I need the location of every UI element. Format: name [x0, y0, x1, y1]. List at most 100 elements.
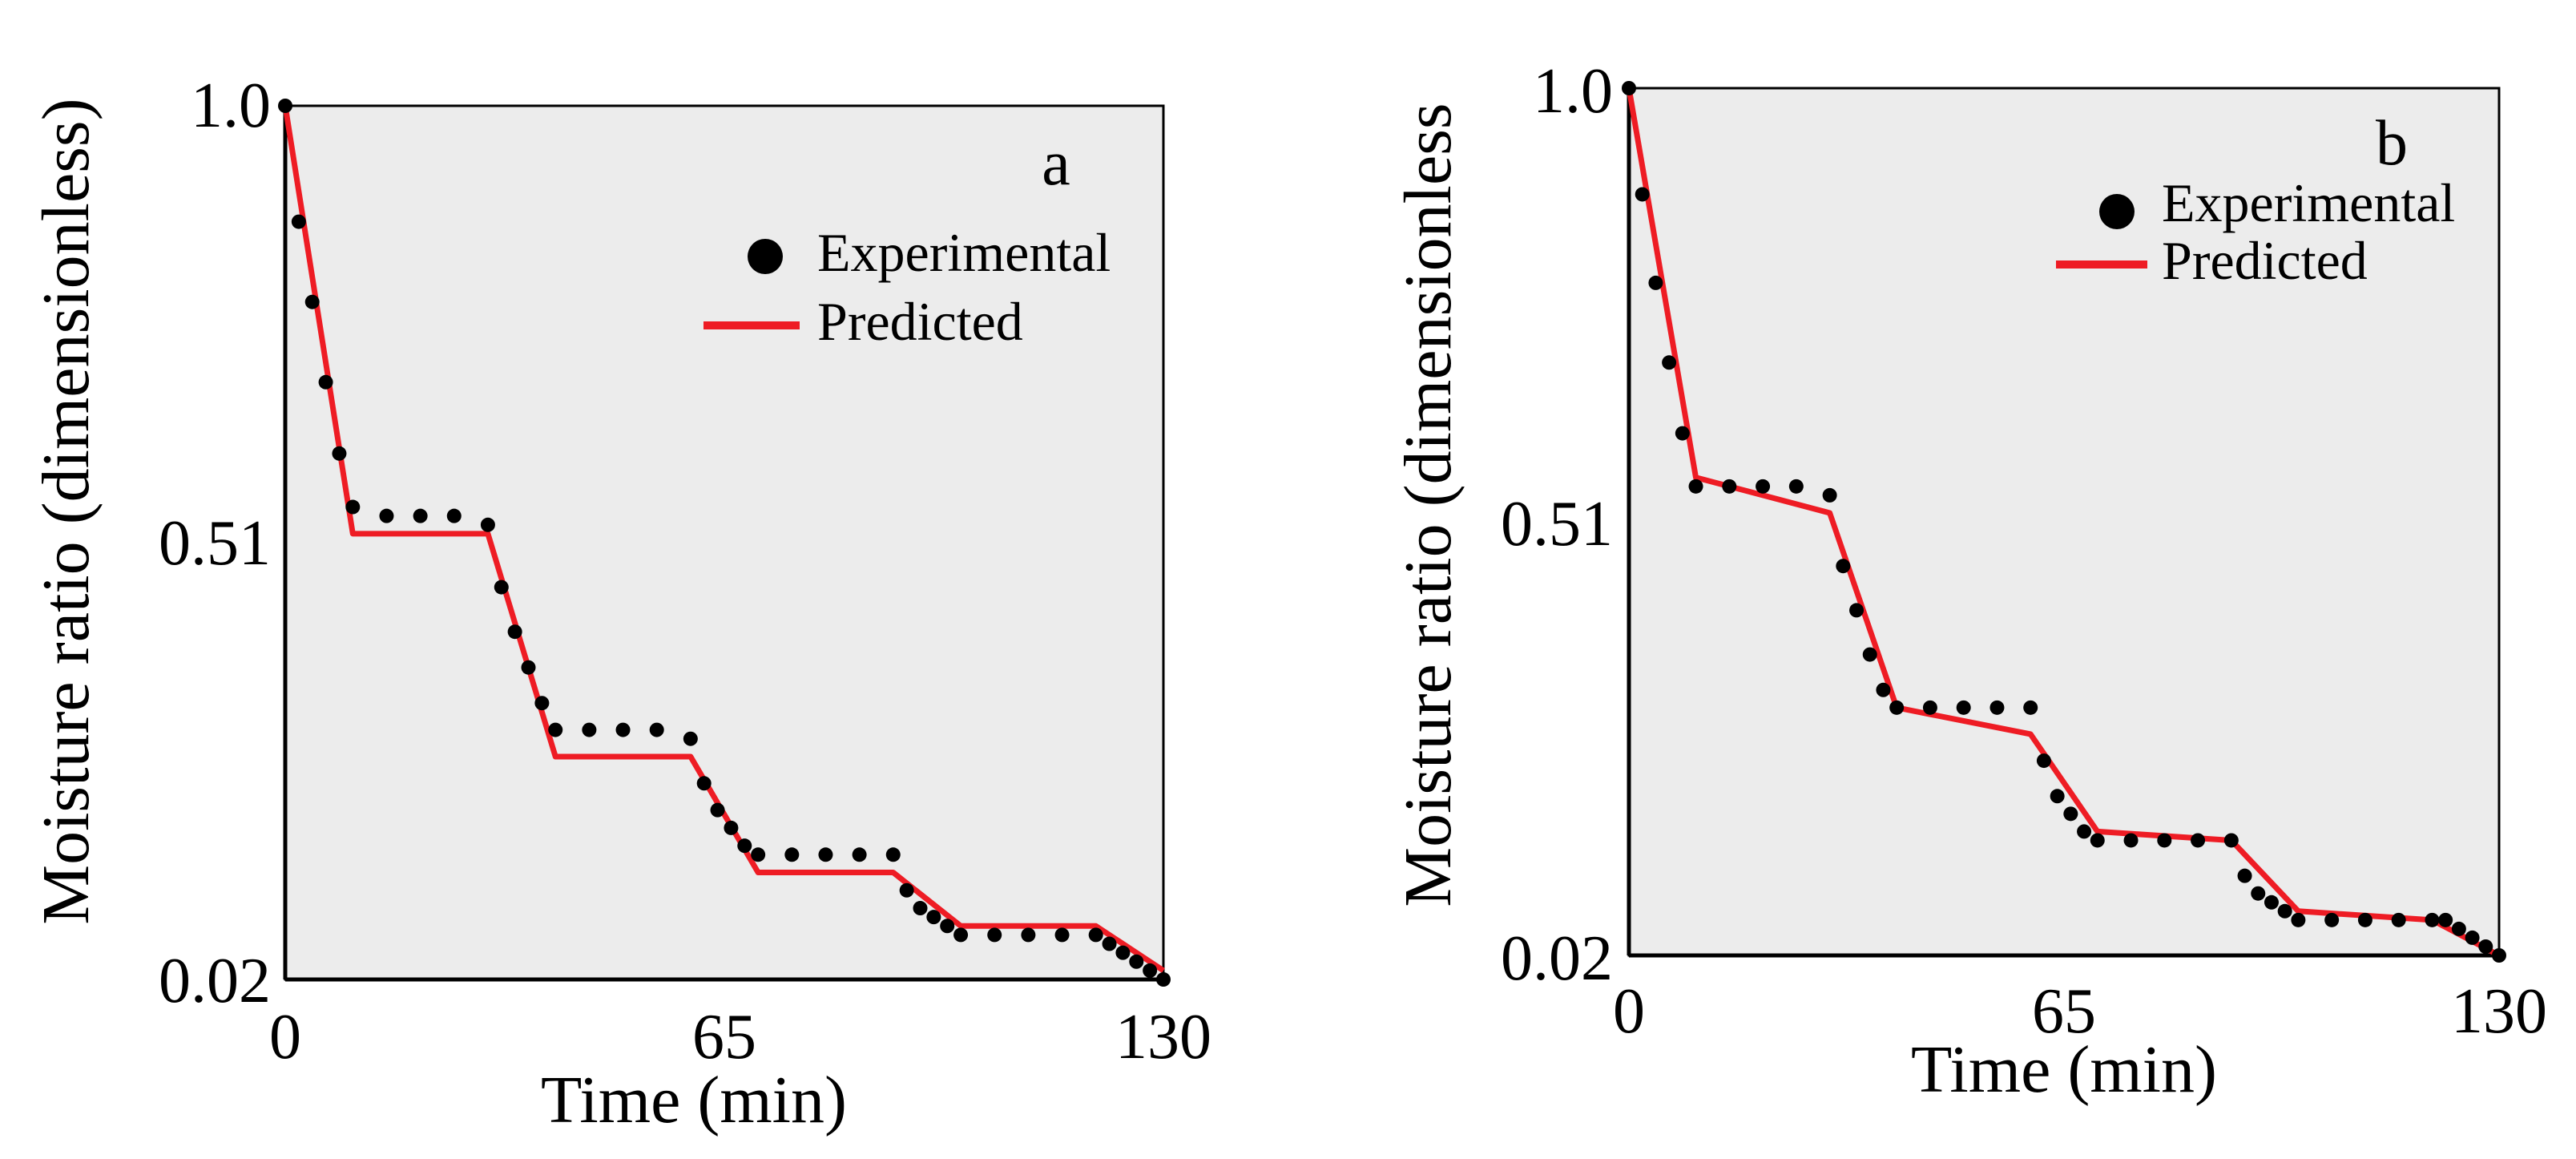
experimental-point	[1849, 603, 1864, 618]
experimental-point	[615, 722, 631, 737]
experimental-point	[2425, 912, 2440, 927]
x-axis-title-b: Time (min)	[1911, 1032, 2217, 1107]
experimental-point	[2077, 824, 2092, 839]
chart-panel-b: 1.0 0.51 0.02 0 65 130 Time (min) Moistu…	[1391, 56, 2547, 1107]
experimental-points-b	[1622, 81, 2506, 963]
plot-area-b	[1627, 87, 2501, 957]
experimental-point	[1622, 81, 1636, 95]
y-axis-title-a: Moisture ratio (dimensionless)	[29, 98, 103, 924]
experimental-point	[1129, 954, 1144, 969]
experimental-point	[737, 838, 752, 854]
experimental-point	[1956, 700, 1971, 715]
experimental-point	[304, 294, 320, 309]
experimental-point	[2277, 903, 2292, 919]
experimental-point	[548, 722, 563, 737]
experimental-point	[784, 847, 800, 862]
experimental-point	[1756, 479, 1771, 494]
x-tick-label: 130	[1115, 1002, 1211, 1072]
experimental-point	[2465, 930, 2480, 945]
x-ticks-a: 0 65 130	[269, 1002, 1211, 1072]
experimental-point	[953, 927, 969, 943]
experimental-point	[696, 776, 712, 791]
experimental-point	[1722, 479, 1737, 494]
experimental-point	[2438, 912, 2453, 927]
experimental-point	[1836, 559, 1851, 574]
experimental-point	[2357, 912, 2372, 927]
experimental-point	[2050, 789, 2065, 804]
experimental-point	[751, 847, 766, 862]
experimental-point	[507, 624, 522, 640]
panel-label-a: a	[1042, 128, 1070, 199]
experimental-point	[2237, 868, 2252, 883]
y-tick-label: 0.51	[1501, 489, 1613, 559]
x-tick-label: 130	[2451, 976, 2547, 1047]
experimental-point	[710, 802, 725, 818]
experimental-point	[318, 374, 333, 390]
experimental-point	[2036, 753, 2051, 769]
experimental-point	[2090, 833, 2105, 848]
legend-marker-experimental	[2099, 194, 2135, 229]
experimental-point	[582, 722, 597, 737]
experimental-point	[1088, 927, 1103, 943]
experimental-point	[649, 722, 664, 737]
experimental-point	[413, 508, 428, 523]
y-tick-label: 0.51	[159, 508, 271, 579]
experimental-point	[987, 927, 1002, 943]
y-tick-label: 0.02	[1501, 923, 1613, 994]
panel-label-b: b	[2376, 108, 2408, 179]
experimental-point	[1822, 487, 1837, 503]
experimental-point	[2451, 921, 2466, 936]
legend-label-experimental: Experimental	[2162, 172, 2455, 233]
experimental-point	[885, 847, 901, 862]
experimental-point	[852, 847, 867, 862]
experimental-point	[345, 499, 361, 515]
legend-label-predicted: Predicted	[817, 291, 1023, 352]
chart-panel-a: 1.0 0.51 0.02 0 65 130 Time (min) Moistu…	[29, 71, 1211, 1137]
experimental-points-a	[278, 99, 1171, 987]
experimental-point	[534, 696, 550, 711]
experimental-point	[494, 580, 509, 595]
experimental-point	[2324, 912, 2340, 927]
x-tick-label: 65	[2032, 976, 2096, 1047]
experimental-point	[1788, 479, 1804, 494]
plot-area-a	[284, 104, 1165, 981]
predicted-series-line	[282, 105, 1165, 973]
x-tick-label: 0	[269, 1002, 301, 1072]
experimental-point	[1876, 682, 1891, 697]
x-axis-title-a: Time (min)	[541, 1063, 847, 1137]
legend-a: Experimental Predicted	[703, 222, 1111, 352]
experimental-point	[818, 847, 833, 862]
experimental-point	[1156, 972, 1171, 987]
experimental-point	[913, 901, 928, 916]
experimental-point	[1989, 700, 2005, 715]
experimental-point	[1143, 963, 1158, 978]
experimental-point	[1054, 927, 1070, 943]
experimental-point	[2063, 806, 2078, 822]
experimental-point	[2223, 833, 2239, 848]
experimental-point	[1922, 700, 1937, 715]
experimental-point	[2391, 912, 2406, 927]
experimental-point	[2291, 912, 2306, 927]
y-ticks-a: 1.0 0.51 0.02	[159, 71, 271, 1016]
y-tick-label: 0.02	[159, 946, 271, 1016]
experimental-point	[683, 731, 698, 746]
experimental-point	[332, 446, 347, 461]
experimental-point	[1675, 426, 1690, 441]
experimental-point	[480, 517, 495, 532]
experimental-point	[1889, 700, 1905, 715]
experimental-point	[940, 919, 955, 934]
experimental-point	[1862, 647, 1877, 662]
experimental-point	[2191, 833, 2206, 848]
experimental-point	[2251, 886, 2266, 901]
legend-marker-experimental	[748, 239, 783, 274]
experimental-point	[1021, 927, 1036, 943]
experimental-point	[2492, 948, 2506, 963]
experimental-point	[2264, 894, 2279, 910]
experimental-point	[724, 820, 739, 835]
experimental-point	[926, 910, 941, 925]
y-tick-label: 1.0	[1533, 56, 1613, 127]
legend-label-predicted: Predicted	[2162, 230, 2368, 291]
experimental-point	[1635, 187, 1650, 202]
experimental-point	[899, 882, 914, 898]
